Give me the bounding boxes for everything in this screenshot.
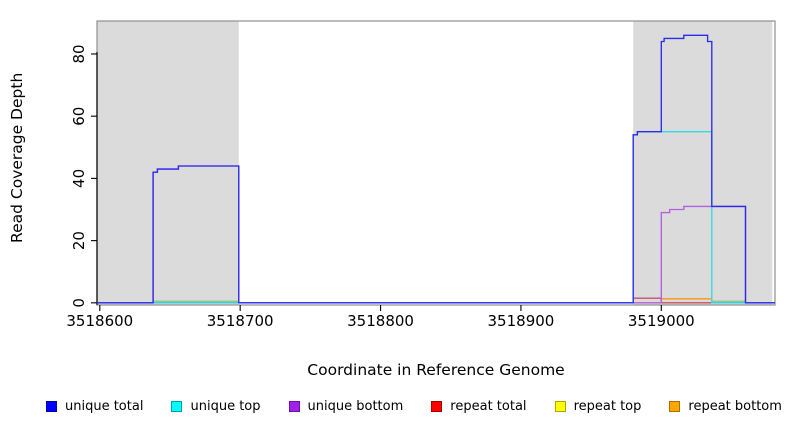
legend-label: repeat top [573, 399, 642, 414]
y-axis-title: Read Coverage Depth [8, 72, 26, 243]
x-tick-label: 3518900 [488, 312, 555, 330]
legend-label: repeat total [450, 399, 527, 414]
x-tick-label: 3518600 [66, 312, 133, 330]
y-tick-label: 40 [70, 169, 88, 188]
y-tick-label: 20 [70, 231, 88, 250]
unique-top-swatch-icon [171, 401, 183, 412]
legend-item-unique-top: unique top [171, 399, 261, 414]
repeat-bottom-swatch-icon [669, 401, 681, 412]
legend-label: unique top [190, 399, 261, 414]
legend-label: unique bottom [307, 399, 404, 414]
shaded-region [97, 21, 239, 305]
x-tick-label: 3519000 [628, 312, 695, 330]
legend-item-unique-total: unique total [46, 399, 143, 414]
y-tick-label: 80 [70, 44, 88, 63]
legend-item-repeat-total: repeat total [431, 399, 527, 414]
legend: unique total unique top unique bottom re… [46, 399, 782, 414]
legend-item-repeat-bottom: repeat bottom [669, 399, 782, 414]
x-tick-label: 3518800 [347, 312, 414, 330]
repeat-total-swatch-icon [431, 401, 443, 412]
legend-item-repeat-top: repeat top [554, 399, 642, 414]
series-unique-total [97, 34, 775, 304]
legend-label: unique total [65, 399, 144, 414]
x-axis-title: Coordinate in Reference Genome [307, 361, 565, 379]
repeat-top-swatch-icon [554, 401, 566, 412]
shaded-region [633, 21, 773, 305]
unique-bottom-swatch-icon [288, 401, 300, 412]
legend-label: repeat bottom [688, 399, 782, 414]
x-tick-label: 3518700 [207, 312, 274, 330]
y-tick-label: 60 [70, 107, 88, 126]
legend-item-unique-bottom: unique bottom [288, 399, 404, 414]
y-tick-label: 0 [70, 298, 88, 308]
unique-total-swatch-icon [46, 401, 57, 412]
